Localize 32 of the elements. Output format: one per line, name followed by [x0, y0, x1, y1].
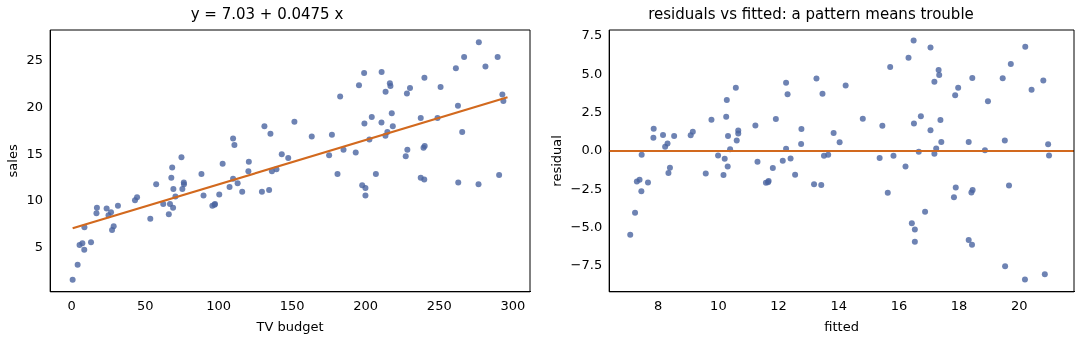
x-tick-label: 16: [890, 297, 908, 313]
x-tick-label: 12: [770, 297, 787, 313]
y-tick-label: −7.5: [570, 257, 603, 273]
y-tick-label: 2.5: [581, 104, 603, 120]
x-tick-label: 150: [279, 297, 305, 313]
y-tick-label: −2.5: [570, 180, 603, 196]
chart-title: y = 7.03 + 0.0475 x: [190, 4, 344, 23]
y-tick-label: 20: [26, 98, 44, 114]
x-tick-label: 14: [830, 297, 847, 313]
x-tick-label: 20: [1010, 297, 1028, 313]
y-tick-label: 15: [26, 145, 44, 161]
x-tick-label: 10: [710, 297, 727, 313]
y-tick-label: 10: [26, 192, 44, 208]
y-tick-label: −5.0: [570, 218, 603, 234]
y-axis-title: residual: [549, 135, 565, 187]
y-tick-label: 25: [26, 52, 44, 68]
x-tick-label: 100: [206, 297, 232, 313]
y-tick-label: 7.5: [581, 27, 603, 43]
x-tick-label: 0: [67, 297, 76, 313]
y-tick-label: 5.0: [581, 65, 603, 81]
x-tick-label: 8: [654, 297, 663, 313]
x-tick-label: 200: [353, 297, 379, 313]
y-tick-label: 5: [34, 239, 44, 255]
x-tick-label: 18: [950, 297, 968, 313]
x-tick-label: 300: [500, 297, 526, 313]
x-axis-title: TV budget: [255, 318, 324, 334]
x-tick-label: 250: [426, 297, 452, 313]
x-tick-label: 50: [136, 297, 154, 313]
x-axis-title: fitted: [824, 318, 859, 334]
chart-title: residuals vs fitted: a pattern means trouble: [648, 4, 974, 23]
y-axis-title: sales: [5, 144, 21, 178]
y-tick-label: 0.0: [581, 142, 603, 158]
